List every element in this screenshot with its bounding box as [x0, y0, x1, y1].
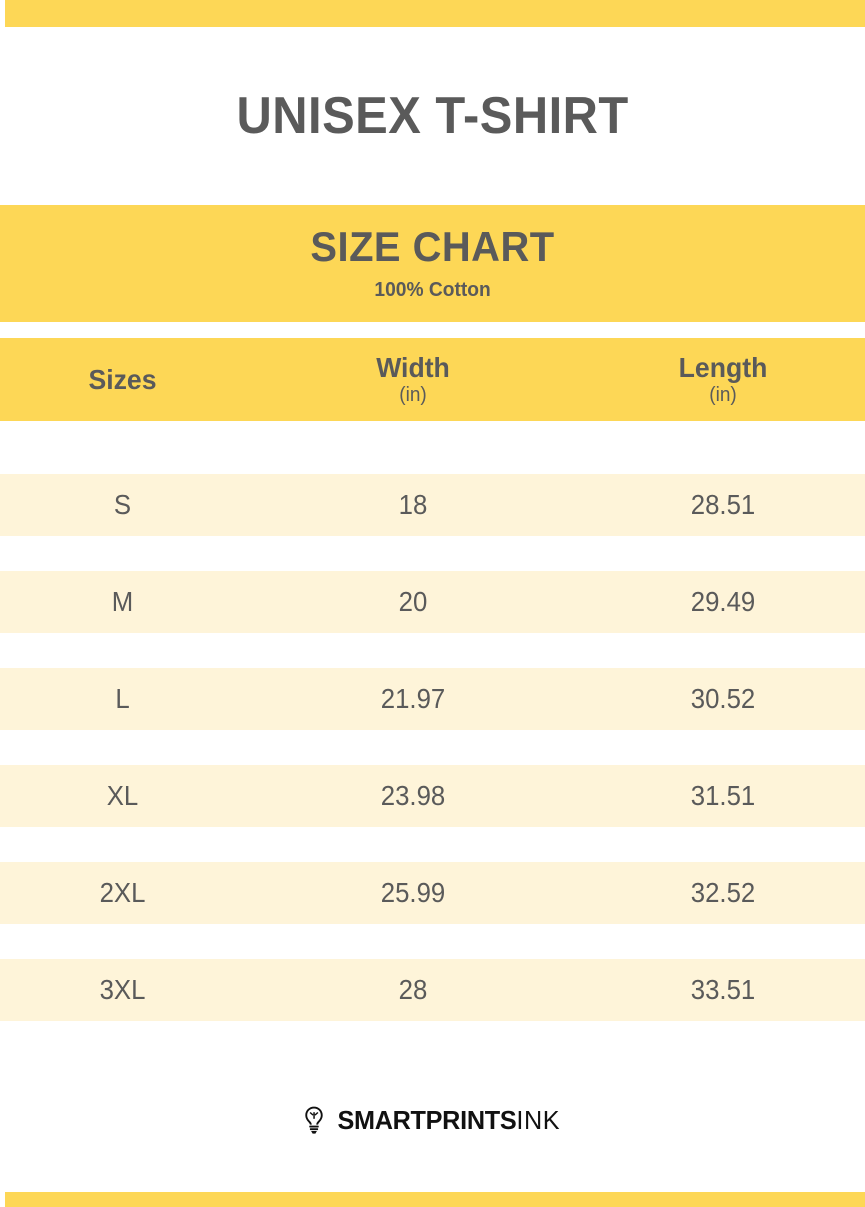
footer-logo: SMARTPRINTSINK [0, 1095, 865, 1145]
cell-length: 29.49 [690, 586, 756, 617]
cell-width: 21.97 [380, 683, 446, 714]
table-row: S 18 28.51 [0, 474, 865, 536]
column-header-sizes-label: Sizes [88, 363, 157, 395]
table-row: M 20 29.49 [0, 571, 865, 633]
title-section: UNISEX T-SHIRT [0, 27, 865, 205]
brand-name-bold: SMARTPRINTS [337, 1104, 517, 1135]
cell-size: 3XL [99, 974, 146, 1005]
cell-width: 20 [398, 586, 428, 617]
column-header-length-label: Length [678, 351, 768, 383]
column-header-sizes: Sizes [6, 365, 239, 394]
page-title: UNISEX T-SHIRT [236, 87, 629, 145]
table-header-row: Sizes Width (in) Length (in) [0, 338, 865, 421]
column-header-width-unit: (in) [399, 384, 427, 407]
cell-length: 33.51 [690, 974, 756, 1005]
table-row: 3XL 28 33.51 [0, 959, 865, 1021]
table-row: 2XL 25.99 32.52 [0, 862, 865, 924]
cell-size: M [111, 586, 134, 617]
cell-length: 30.52 [690, 683, 756, 714]
cell-width: 23.98 [380, 780, 446, 811]
cell-length: 31.51 [690, 780, 756, 811]
cell-width: 28 [398, 974, 428, 1005]
column-header-width: Width (in) [253, 353, 572, 406]
size-table: Sizes Width (in) Length (in) S 18 28.51 … [0, 338, 865, 1021]
cell-size: XL [106, 780, 139, 811]
cell-width: 18 [398, 489, 428, 520]
cell-length: 28.51 [690, 489, 756, 520]
table-row: L 21.97 30.52 [0, 668, 865, 730]
top-accent-bar [5, 0, 865, 27]
cell-width: 25.99 [380, 877, 446, 908]
cell-length: 32.52 [690, 877, 756, 908]
cell-size: 2XL [99, 877, 146, 908]
size-chart-banner: SIZE CHART 100% Cotton [0, 205, 865, 322]
column-header-length: Length (in) [588, 353, 858, 406]
banner-subtitle: 100% Cotton [374, 279, 491, 302]
bottom-accent-bar [5, 1192, 865, 1207]
banner-title: SIZE CHART [310, 222, 555, 270]
brand-name: SMARTPRINTSINK [338, 1105, 561, 1136]
table-row: XL 23.98 31.51 [0, 765, 865, 827]
cell-size: S [113, 489, 132, 520]
column-header-width-label: Width [376, 351, 450, 383]
column-header-length-unit: (in) [709, 384, 737, 407]
lightbulb-icon [301, 1105, 327, 1135]
brand-name-light: INK [516, 1104, 561, 1135]
cell-size: L [115, 683, 130, 714]
